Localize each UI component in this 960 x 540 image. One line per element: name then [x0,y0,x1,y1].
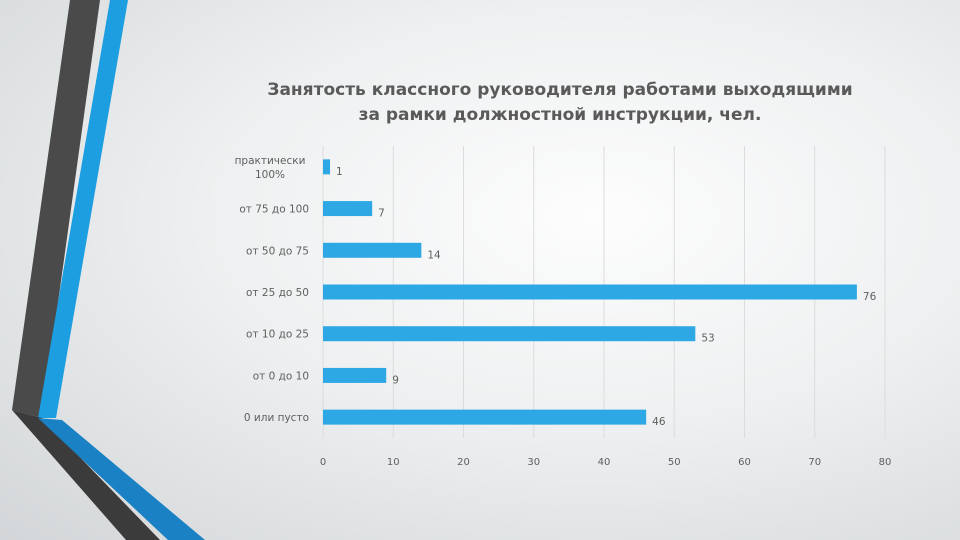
category-label: от 0 до 10 [253,370,309,382]
blue-stripe-diagonal [38,418,205,540]
category-label: от 75 до 100 [239,204,309,216]
bar [323,242,422,258]
category-label: от 25 до 50 [246,287,309,299]
dark-stripe-vertical [12,0,100,418]
bar [323,201,373,217]
x-tick-label: 80 [879,457,892,468]
data-label: 46 [652,416,666,428]
data-label: 9 [392,374,399,386]
category-label: от 50 до 75 [246,245,309,257]
x-tick-label: 70 [808,457,821,468]
x-tick-label: 60 [738,457,751,468]
chart-title: Занятость классного руководителя работам… [267,80,853,125]
bars [323,159,857,425]
x-tick-label: 40 [598,457,611,468]
bar [323,284,857,300]
bar [323,159,331,175]
category-label: 0 или пусто [244,412,309,424]
data-label: 1 [336,166,343,178]
labels: 0 10 20 30 40 50 60 70 80 практически 100% 1 от 75 д… [235,155,892,468]
x-tick-label: 10 [387,457,400,468]
blue-stripe-vertical [38,0,128,418]
bar [323,367,387,383]
x-tick-label: 20 [457,457,470,468]
x-tick-label: 30 [527,457,540,468]
x-tick-label: 50 [668,457,681,468]
category-label: от 10 до 25 [246,329,309,341]
dark-stripe-diagonal [12,410,160,540]
bar [323,326,696,342]
bar [323,409,647,425]
data-label: 53 [701,333,714,345]
x-tick-label: 0 [320,457,326,468]
category-label: практически 100% [235,155,306,181]
data-label: 7 [378,208,385,220]
data-label: 14 [427,249,441,261]
data-label: 76 [863,291,877,303]
